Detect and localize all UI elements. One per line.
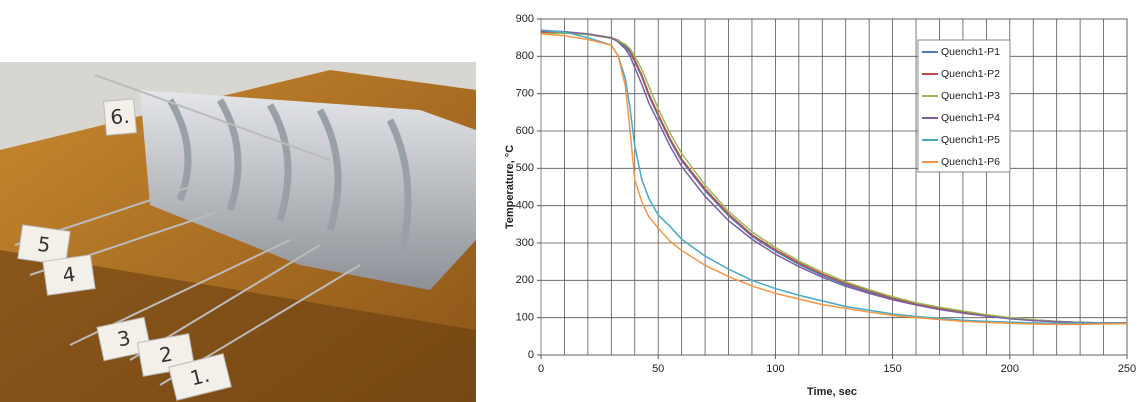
plot-area	[540, 18, 1128, 356]
legend-label: Quench1-P5	[941, 134, 1000, 146]
tag-paper	[96, 316, 152, 362]
tag: 4	[42, 254, 96, 296]
data-line	[540, 32, 1127, 324]
tag-label: 5	[36, 232, 52, 258]
y-tick-label: 900	[516, 13, 534, 25]
tags: 6. 54 321.	[17, 98, 232, 401]
y-tick-label: 800	[516, 50, 534, 62]
photo: 6. 54 321.	[0, 62, 476, 402]
y-tick-label: 500	[516, 162, 534, 174]
ribs	[166, 98, 412, 261]
x-axis-label: Time, sec	[807, 386, 857, 398]
tag-paper	[42, 254, 96, 296]
y-tick-label: 700	[516, 88, 534, 100]
y-tick-label: 600	[516, 125, 534, 137]
legend-box	[917, 39, 1011, 173]
data-line	[540, 30, 1127, 324]
tag-paper	[103, 98, 137, 136]
x-tick-label: 200	[1001, 363, 1019, 375]
tag: 5	[17, 224, 71, 266]
y-tick-label: 300	[516, 237, 534, 249]
data-line	[540, 33, 1128, 326]
x-tick-label: 0	[538, 363, 544, 375]
x-tick-label: 250	[1118, 363, 1136, 375]
table-edge	[0, 250, 476, 402]
y-tick-label: 100	[516, 312, 534, 324]
y-tick-label: 400	[516, 200, 534, 212]
tag: 3	[96, 316, 152, 362]
x-tick-label: 150	[883, 363, 901, 375]
tag: 1.	[168, 353, 232, 401]
chart: Time, sec Temperature, °C 0 100 200 300 400 5…	[504, 13, 1136, 398]
tag-paper	[168, 353, 232, 401]
y-axis-label: Temperature, °C	[504, 145, 516, 229]
tag-label: 4	[61, 262, 77, 288]
data-line	[540, 29, 1127, 325]
tag-label: 2	[158, 342, 175, 368]
x-tick-label: 50	[652, 363, 664, 375]
tag-label: 3	[115, 325, 132, 351]
tag-paper	[17, 224, 71, 266]
legend-label: Quench1-P1	[941, 46, 1000, 58]
tag-label: 6.	[109, 104, 130, 130]
legend-label: Quench1-P6	[941, 156, 1000, 168]
y-tick-label: 0	[528, 349, 534, 361]
tag: 6.	[103, 98, 137, 136]
legend-label: Quench1-P2	[941, 68, 1000, 80]
y-tick-label: 200	[516, 274, 534, 286]
metal-part	[140, 90, 476, 290]
legend-label: Quench1-P3	[941, 90, 1000, 102]
legend-label: Quench1-P4	[941, 112, 1000, 124]
x-tick-label: 100	[766, 363, 784, 375]
